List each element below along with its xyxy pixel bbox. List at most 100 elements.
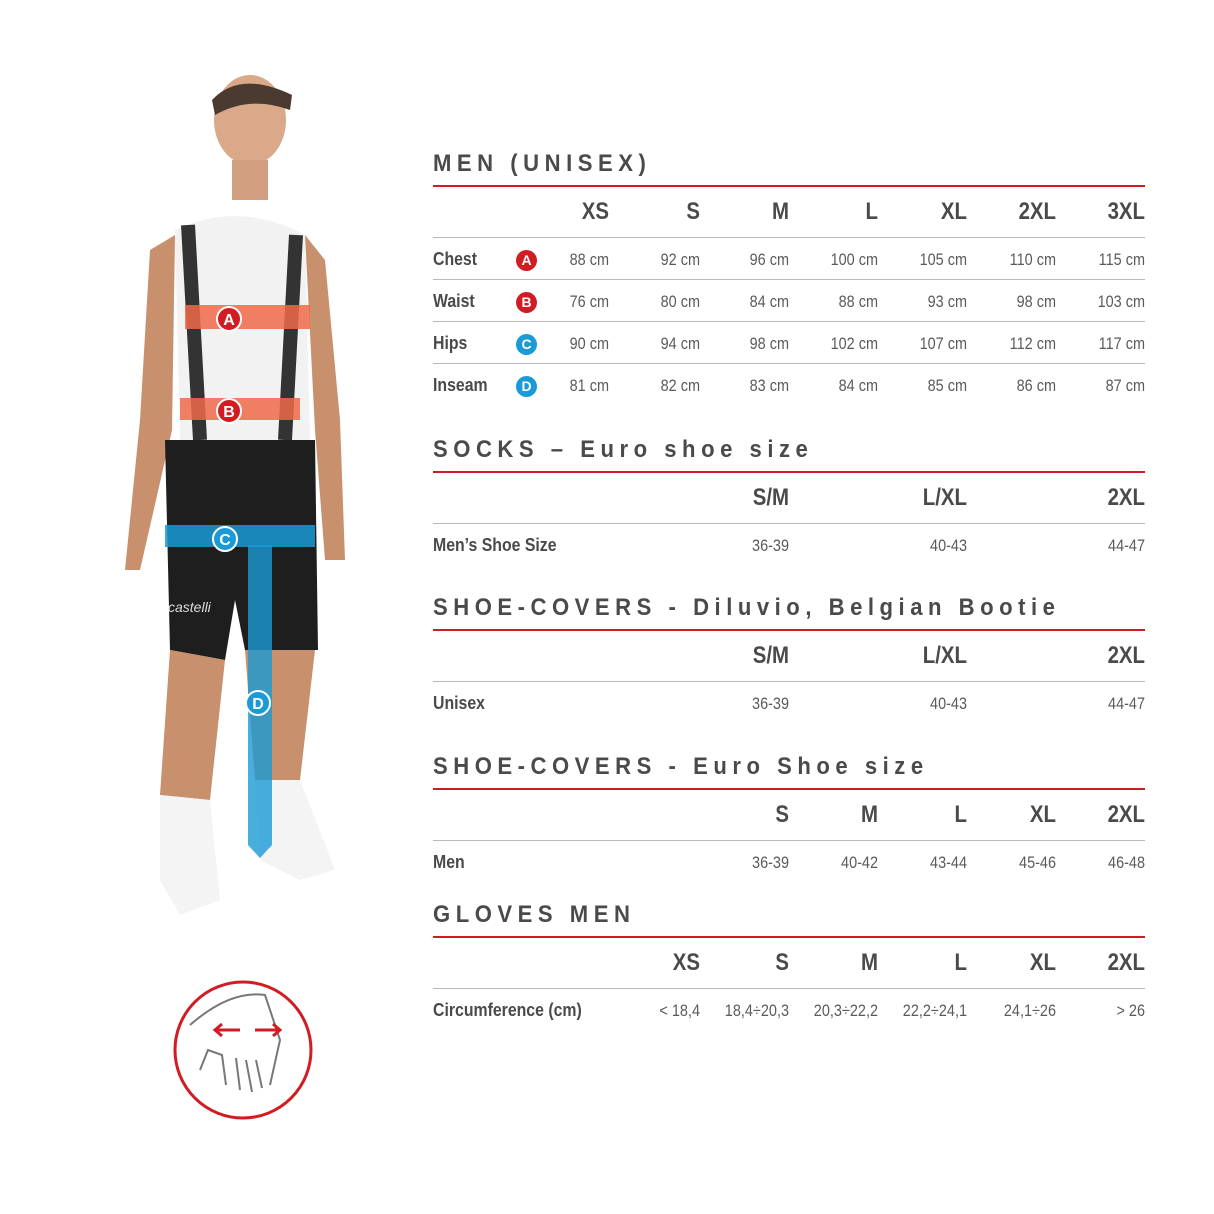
size-header: L [954,949,967,976]
table-cell: 90 cm [569,334,609,353]
table-cell: 45-46 [1019,853,1056,872]
table-cell: 76 cm [569,292,609,311]
table-cell: 36-39 [752,536,789,555]
section-title: SHOE-COVERS - Euro Shoe size [433,753,929,780]
row-divider [433,237,1145,238]
table-cell: 40-43 [930,536,967,555]
hand-wrist-measure-icon [173,980,313,1120]
marker-c: C [212,526,238,552]
table-cell: 84 cm [749,292,789,311]
row-label: Circumference (cm) [433,1000,582,1020]
size-header: M [861,949,878,976]
row-label: Men’s Shoe Size [433,535,557,555]
section-divider [433,936,1145,938]
band-chest [185,305,310,329]
table-cell: 98 cm [749,334,789,353]
size-header: S/M [752,642,789,669]
table-cell: 96 cm [749,250,789,269]
table-cell: 88 cm [838,292,878,311]
table-cell: 98 cm [1016,292,1056,311]
row-label: Waist [433,291,475,311]
table-cell: 110 cm [1009,250,1056,269]
size-header: M [772,198,789,225]
section-divider [433,185,1145,187]
table-cell: 87 cm [1105,376,1145,395]
size-header: 2XL [1107,801,1145,828]
table-cell: > 26 [1116,1001,1145,1020]
table-cell: 105 cm [919,250,967,269]
size-header: L [954,801,967,828]
row-label: Hips [433,333,468,353]
row-divider [433,840,1145,841]
table-cell: 44-47 [1108,536,1145,555]
size-header: S [775,801,789,828]
row-divider [433,321,1145,322]
row-label: Inseam [433,375,488,395]
size-header: XL [1029,949,1056,976]
table-cell: 40-42 [841,853,878,872]
row-divider [433,523,1145,524]
table-cell: 18,4÷20,3 [724,1001,789,1020]
marker-b: B [216,398,242,424]
row-divider [433,681,1145,682]
size-header: L/XL [922,484,967,511]
table-cell: 86 cm [1016,376,1056,395]
table-cell: 84 cm [838,376,878,395]
size-header: 2XL [1107,484,1145,511]
section-title: SHOE-COVERS - Diluvio, Belgian Bootie [433,594,1061,621]
table-cell: 36-39 [752,853,789,872]
table-cell: 80 cm [660,292,700,311]
measure-badge: D [516,376,537,397]
table-cell: 88 cm [569,250,609,269]
measure-badge: A [516,250,537,271]
table-cell: 81 cm [569,376,609,395]
row-divider [433,279,1145,280]
table-cell: 44-47 [1108,694,1145,713]
size-header: M [861,801,878,828]
table-cell: 22,2÷24,1 [902,1001,967,1020]
table-cell: 46-48 [1108,853,1145,872]
table-cell: 24,1÷26 [1003,1001,1056,1020]
size-header: 2XL [1018,198,1056,225]
size-header: XS [672,949,700,976]
row-divider [433,988,1145,989]
row-label: Chest [433,249,478,269]
cyclist-figure: castelli [125,75,345,915]
band-hips [165,525,315,547]
table-cell: 83 cm [749,376,789,395]
table-cell: 92 cm [660,250,700,269]
table-cell: 43-44 [930,853,967,872]
row-label: Men [433,852,465,872]
size-header: 2XL [1107,949,1145,976]
svg-text:A: A [223,312,235,329]
size-header: XL [1029,801,1056,828]
table-cell: 94 cm [660,334,700,353]
section-title: GLOVES MEN [433,901,636,928]
table-cell: 102 cm [830,334,878,353]
size-header: S [775,949,789,976]
section-title: MEN (UNISEX) [433,150,652,177]
row-divider [433,363,1145,364]
size-header: S [686,198,700,225]
measure-badge: C [516,334,537,355]
svg-text:D: D [252,696,264,713]
marker-d: D [245,690,271,716]
table-cell: 82 cm [660,376,700,395]
table-cell: 85 cm [927,376,967,395]
size-header: 2XL [1107,642,1145,669]
size-header: S/M [752,484,789,511]
section-divider [433,629,1145,631]
size-header: 3XL [1107,198,1145,225]
table-cell: 103 cm [1097,292,1145,311]
section-divider [433,788,1145,790]
size-header: L [865,198,878,225]
logo: castelli [168,599,212,615]
measure-badge: B [516,292,537,313]
table-cell: 117 cm [1098,334,1145,353]
table-cell: < 18,4 [659,1001,700,1020]
table-cell: 93 cm [927,292,967,311]
size-header: XS [581,198,609,225]
svg-text:C: C [219,532,231,549]
section-divider [433,471,1145,473]
table-cell: 40-43 [930,694,967,713]
